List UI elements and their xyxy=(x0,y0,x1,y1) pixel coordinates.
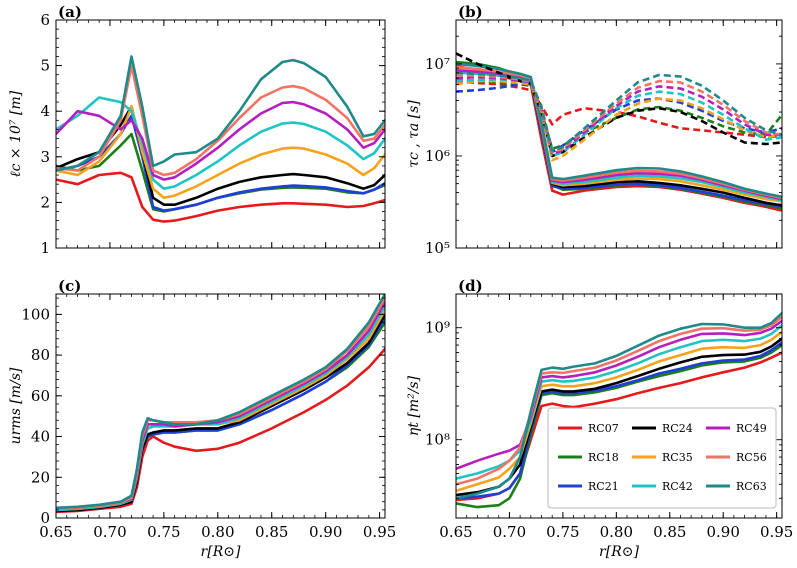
panel-label: (a) xyxy=(58,3,82,21)
series-line-rc24 xyxy=(56,313,385,513)
legend-label-rc21: RC21 xyxy=(588,480,619,493)
series-line-rc35 xyxy=(456,330,782,493)
series-group xyxy=(456,311,782,509)
panel-c: 0.65 0.70 0.75 0.80 0.85 0.90 0.95 0 20 40 60 80 100… xyxy=(8,277,396,560)
series-line-rc35 xyxy=(56,309,385,512)
series-line-rc21 xyxy=(456,341,782,500)
panel-label: (c) xyxy=(58,277,81,295)
series-line-rc49 xyxy=(56,100,385,181)
panel-a: 1 2 3 4 5 6 (a) ℓc × 10⁷ [m] xyxy=(8,3,386,257)
legend-label-rc63: RC63 xyxy=(736,480,767,493)
y-tick-label: 10⁷ xyxy=(425,55,450,73)
x-axis-label: r[R⊙] xyxy=(201,544,241,560)
series-line-rc63 xyxy=(456,311,782,500)
series-line-rc21 xyxy=(56,317,385,513)
y-tick-label: 100 xyxy=(21,305,50,323)
y-axis-label: urms [m/s] xyxy=(8,367,24,444)
series-line-rc63 xyxy=(56,55,385,172)
x-tick-label: 0.80 xyxy=(201,523,234,541)
series-line-rc56 xyxy=(56,296,385,511)
y-tick-label: 6 xyxy=(40,11,50,29)
panel-b: 10⁵ 10⁶ 10⁷ (b) τc , τa [s] xyxy=(406,3,783,257)
x-axis-label: r[R⊙] xyxy=(599,544,639,560)
panel-d: 0.65 0.70 0.75 0.80 0.85 0.90 0.95 10⁸ 10⁹ (d) r[R… xyxy=(406,277,793,560)
legend-label-rc35: RC35 xyxy=(662,451,693,464)
legend-box xyxy=(547,407,777,509)
y-tick-label: 1 xyxy=(40,239,50,257)
y-tick-label: 3 xyxy=(40,148,50,166)
legend-label-rc42: RC42 xyxy=(662,480,693,493)
legend-label-rc24: RC24 xyxy=(662,422,693,435)
plot-frame xyxy=(455,19,783,249)
y-tick-label: 4 xyxy=(40,102,50,120)
series-line-rc18 xyxy=(56,321,385,513)
series-line-rc49 xyxy=(56,300,385,511)
y-axis-label: τc , τa [s] xyxy=(406,100,422,168)
series-line-rc07 xyxy=(56,347,385,514)
y-tick-label: 2 xyxy=(40,193,50,211)
y-tick-label: 5 xyxy=(40,57,50,75)
y-tick-label: 60 xyxy=(31,387,50,405)
panel-label: (d) xyxy=(458,277,483,295)
legend-label-rc07: RC07 xyxy=(588,422,619,435)
y-tick-label: 10⁹ xyxy=(425,319,450,337)
plot-frame xyxy=(55,293,386,519)
legend-label-rc49: RC49 xyxy=(736,422,767,435)
series-line-rc21 xyxy=(56,114,385,212)
series-line-rc42 xyxy=(56,304,385,512)
x-tick-label: 0.95 xyxy=(760,523,793,541)
y-tick-label: 20 xyxy=(31,468,50,486)
x-tick-label: 0.80 xyxy=(600,523,633,541)
x-tick-label: 0.85 xyxy=(255,523,288,541)
y-tick-label: 10⁸ xyxy=(425,431,450,449)
series-group xyxy=(56,55,385,223)
x-tick-label: 0.75 xyxy=(147,523,180,541)
y-axis-label: ℓc × 10⁷ [m] xyxy=(8,90,24,177)
x-tick-label: 0.90 xyxy=(707,523,740,541)
series-line-rc49-a xyxy=(456,75,782,156)
series-line-rc35-a xyxy=(456,79,782,162)
y-axis-label: ηt [m²/s] xyxy=(406,375,422,436)
x-tick-label: 0.70 xyxy=(493,523,526,541)
y-tick-label: 40 xyxy=(31,428,50,446)
plot-frame xyxy=(55,19,386,249)
x-tick-label: 0.70 xyxy=(93,523,126,541)
x-tick-label: 0.75 xyxy=(546,523,579,541)
series-line-rc49 xyxy=(456,319,782,471)
panel-label: (b) xyxy=(458,3,483,21)
x-tick-label: 0.95 xyxy=(363,523,396,541)
y-tick-label: 10⁶ xyxy=(425,147,450,165)
legend-label-rc18: RC18 xyxy=(588,451,619,464)
series-group xyxy=(456,52,782,212)
x-tick-label: 0.65 xyxy=(39,523,72,541)
series-line-rc18 xyxy=(456,343,782,509)
series-line-rc63-a xyxy=(456,71,782,152)
y-tick-label: 80 xyxy=(31,346,50,364)
y-tick-label: 10⁵ xyxy=(425,239,450,257)
x-tick-label: 0.90 xyxy=(309,523,342,541)
series-line-rc63 xyxy=(56,294,385,510)
series-group xyxy=(56,294,385,514)
legend: RC07 RC18 RC21 RC24 RC35 RC42 RC49 RC56 RC63 xyxy=(547,407,777,509)
series-line-rc63-c xyxy=(456,62,782,199)
x-tick-label: 0.65 xyxy=(439,523,472,541)
series-line-rc24 xyxy=(56,105,385,206)
series-line-rc07 xyxy=(56,171,385,223)
legend-label-rc56: RC56 xyxy=(736,451,767,464)
y-tick-label: 0 xyxy=(40,509,50,527)
series-line-rc56-c xyxy=(456,65,782,200)
x-tick-label: 0.85 xyxy=(653,523,686,541)
series-line-rc56 xyxy=(456,315,782,486)
